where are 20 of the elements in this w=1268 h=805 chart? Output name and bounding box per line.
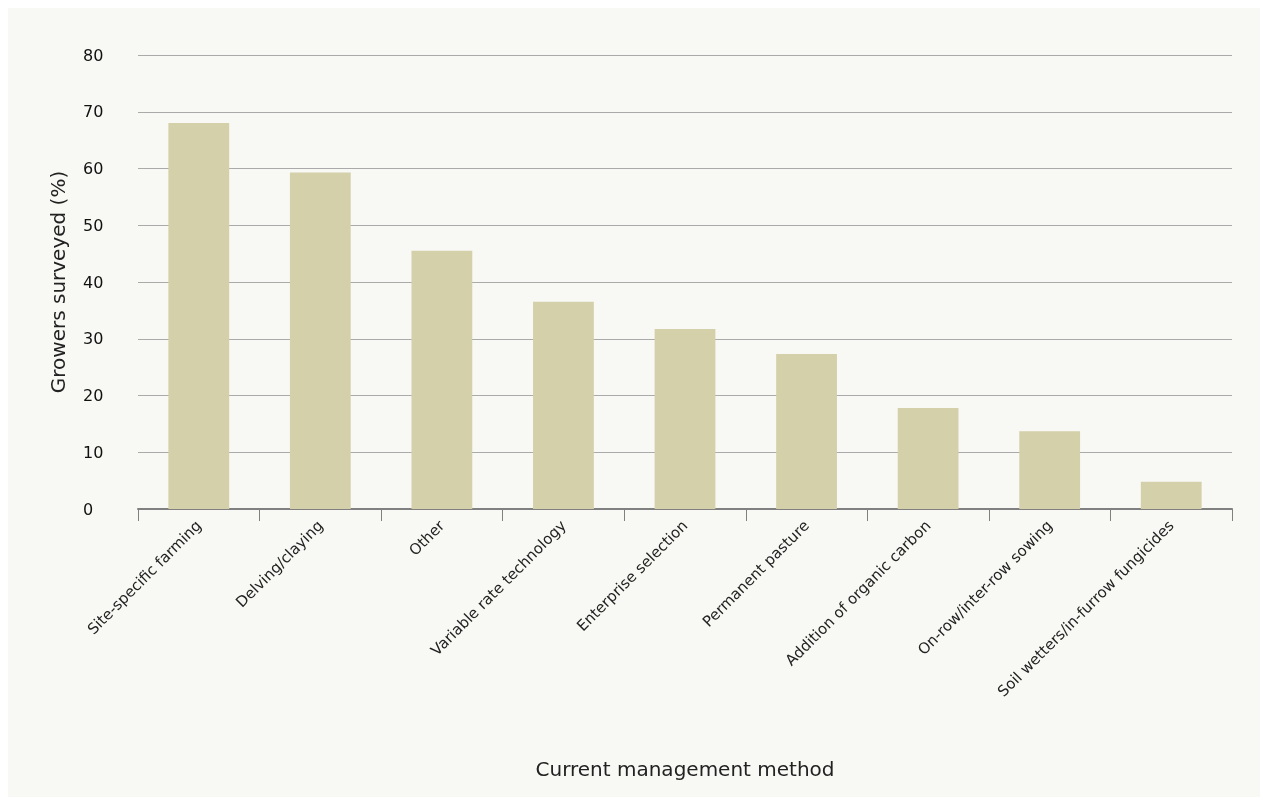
y-tick-label: 20 [83, 386, 104, 405]
y-tick-label: 50 [83, 215, 104, 235]
y-tick-label: 0 [83, 499, 94, 519]
y-tick-label: 70 [83, 102, 104, 122]
y-tick-label: 60 [83, 159, 104, 178]
bar [411, 250, 473, 509]
bar [654, 329, 716, 509]
bar [897, 407, 959, 509]
bar [1019, 431, 1081, 509]
y-tick-label: 30 [83, 329, 104, 349]
y-tick-label: 80 [83, 45, 104, 65]
y-axis-title: Growers surveyed (%) [46, 170, 70, 394]
bar [533, 301, 594, 509]
y-tick-label: 10 [83, 442, 104, 462]
bar [1140, 481, 1202, 509]
bar [168, 123, 230, 509]
y-tick-label: 40 [83, 272, 104, 292]
x-axis-title: Current management method [535, 757, 835, 781]
bar [776, 354, 837, 509]
bar [289, 172, 351, 509]
